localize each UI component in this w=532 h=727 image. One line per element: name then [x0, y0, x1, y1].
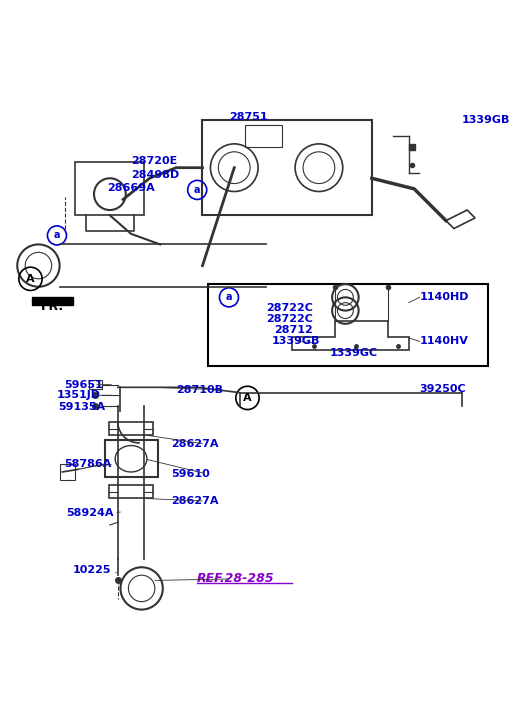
Bar: [76, 162, 144, 215]
Text: 28720E: 28720E: [131, 156, 177, 166]
Text: 1339GB: 1339GB: [271, 337, 320, 346]
Text: 28627A: 28627A: [171, 496, 218, 506]
Text: 28627A: 28627A: [171, 439, 218, 449]
Bar: [60, 464, 76, 480]
Text: 58924A: 58924A: [66, 507, 113, 518]
Text: 28669A: 28669A: [107, 182, 155, 193]
Text: a: a: [194, 185, 201, 195]
Text: a: a: [226, 292, 232, 302]
Text: FR.: FR.: [41, 300, 64, 313]
Bar: [245, 125, 282, 147]
Text: 59135A: 59135A: [59, 402, 106, 412]
Text: 58786A: 58786A: [64, 459, 111, 469]
Bar: [208, 284, 488, 366]
Text: A: A: [26, 274, 35, 284]
FancyBboxPatch shape: [203, 120, 372, 215]
Text: 1339GC: 1339GC: [329, 348, 378, 358]
Text: 1351JD: 1351JD: [57, 390, 101, 401]
Text: 1339GB: 1339GB: [462, 115, 510, 125]
Text: 1140HV: 1140HV: [419, 337, 468, 346]
Text: 59651: 59651: [64, 379, 103, 390]
Text: 28498D: 28498D: [131, 170, 179, 180]
Text: A: A: [243, 393, 252, 403]
Bar: [105, 441, 157, 478]
Bar: [32, 297, 73, 305]
Text: 39250C: 39250C: [419, 384, 466, 394]
Text: 28712: 28712: [274, 325, 313, 334]
Text: 28751: 28751: [229, 113, 268, 122]
Text: 28710B: 28710B: [176, 385, 223, 395]
Text: a: a: [54, 230, 60, 241]
Text: 59610: 59610: [171, 469, 210, 478]
Text: 28722C: 28722C: [266, 303, 313, 313]
Text: 1140HD: 1140HD: [419, 292, 469, 302]
Text: 10225: 10225: [73, 565, 111, 575]
Bar: [109, 485, 153, 499]
Text: REF.28-285: REF.28-285: [197, 572, 275, 585]
Bar: [109, 422, 153, 435]
Bar: [89, 380, 102, 389]
Text: 28722C: 28722C: [266, 313, 313, 324]
